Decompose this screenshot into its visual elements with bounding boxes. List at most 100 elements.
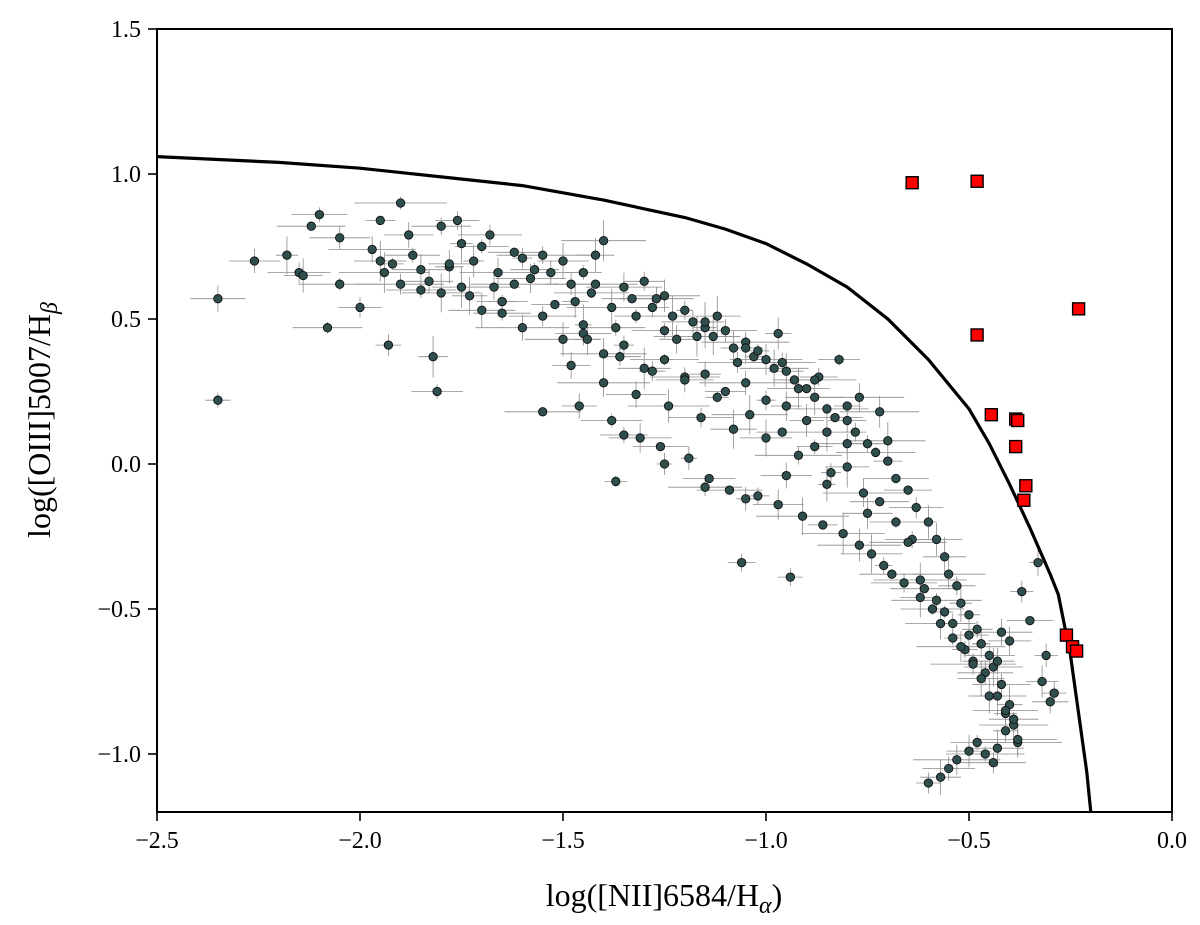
data-point: [887, 569, 897, 579]
data-point: [789, 375, 800, 385]
data-point: [777, 427, 787, 437]
data-point: [1000, 705, 1011, 716]
data-point: [517, 323, 528, 333]
data-point: [923, 778, 934, 788]
data-point: [858, 488, 869, 498]
data-point: [444, 259, 454, 269]
data-point: [927, 604, 938, 614]
x-axis-label-main: log([NII]6584/H: [546, 877, 759, 913]
data-point: [781, 366, 791, 376]
data-point: [566, 279, 576, 289]
data-point: [619, 430, 629, 440]
data-point: [611, 476, 621, 487]
data-point: [639, 363, 649, 373]
data-point: [753, 346, 763, 356]
data-point: [753, 491, 763, 501]
data-point: [952, 581, 962, 591]
data-point: [891, 517, 901, 527]
data-point: [842, 415, 852, 426]
data-point: [793, 450, 804, 460]
data-point: [919, 584, 929, 594]
data-point: [355, 302, 365, 313]
data-point: [408, 250, 418, 260]
data-point: [948, 633, 958, 643]
data-point: [529, 265, 540, 275]
data-point: [525, 273, 536, 284]
outlier-point: [984, 408, 999, 422]
data-point: [367, 244, 377, 255]
data-point: [647, 302, 657, 313]
data-point: [838, 528, 848, 539]
data-point: [761, 433, 771, 443]
data-point: [842, 439, 852, 449]
data-point: [598, 378, 609, 388]
data-point: [631, 389, 641, 400]
data-point: [627, 294, 637, 304]
x-axis: −2.5 −2.0 −1.5 −1.0 −0.5 0.0: [135, 812, 1187, 854]
data-point: [801, 383, 812, 394]
data-point: [777, 357, 787, 368]
data-point: [939, 607, 950, 617]
data-point: [988, 758, 999, 768]
data-point: [1049, 688, 1059, 698]
outlier-point: [1059, 628, 1074, 642]
data-point: [728, 424, 739, 434]
outlier-point: [970, 328, 984, 342]
data-point: [875, 497, 885, 507]
data-point: [379, 267, 390, 278]
data-point: [659, 354, 670, 365]
data-point: [213, 395, 223, 405]
data-point: [375, 256, 385, 266]
outlier-point: [1017, 493, 1031, 507]
y-axis-label-subscript: β: [37, 302, 63, 315]
data-point: [745, 410, 755, 420]
data-point: [822, 479, 832, 489]
data-point: [335, 279, 345, 289]
data-point: [724, 485, 735, 495]
x-tick-label: 0.0: [1157, 828, 1187, 854]
data-point: [708, 331, 718, 342]
data-point: [306, 221, 316, 231]
data-point: [607, 302, 617, 313]
data-point: [830, 412, 840, 423]
y-axis: −1.0 −0.5 0.0 0.5 1.0 1.5: [97, 17, 157, 768]
data-point: [615, 352, 625, 362]
data-point: [948, 618, 958, 629]
y-tick-label: −0.5: [97, 597, 141, 623]
data-point: [866, 549, 877, 559]
error-bars: [190, 196, 1069, 795]
data-point: [667, 311, 678, 321]
data-point: [672, 334, 682, 344]
data-point: [395, 198, 406, 208]
data-point: [720, 325, 731, 336]
data-point: [477, 241, 487, 252]
data-point: [741, 343, 751, 353]
data-point: [659, 291, 670, 301]
y-tick-label: −1.0: [97, 742, 141, 768]
data-point: [692, 331, 702, 342]
data-point: [1000, 726, 1011, 736]
data-point: [728, 343, 739, 353]
outlier-point: [1008, 439, 1023, 454]
x-axis-label-close: ): [772, 877, 783, 913]
data-point: [826, 468, 836, 478]
y-tick-label: 1.0: [111, 162, 141, 188]
data-point: [903, 537, 913, 547]
data-point: [335, 233, 345, 243]
x-tick-label: −1.5: [541, 828, 585, 854]
data-point: [477, 305, 487, 315]
data-point: [741, 494, 751, 504]
data-point: [761, 354, 771, 365]
data-point: [598, 236, 609, 246]
data-point: [1013, 734, 1023, 745]
data-point: [489, 282, 499, 292]
data-point: [773, 328, 783, 339]
data-point: [590, 279, 601, 289]
data-point: [773, 499, 783, 510]
data-point: [883, 456, 893, 466]
data-point: [416, 285, 426, 295]
data-point: [915, 575, 925, 585]
data-point: [899, 578, 909, 588]
data-point: [570, 296, 580, 307]
data-point: [558, 334, 568, 344]
